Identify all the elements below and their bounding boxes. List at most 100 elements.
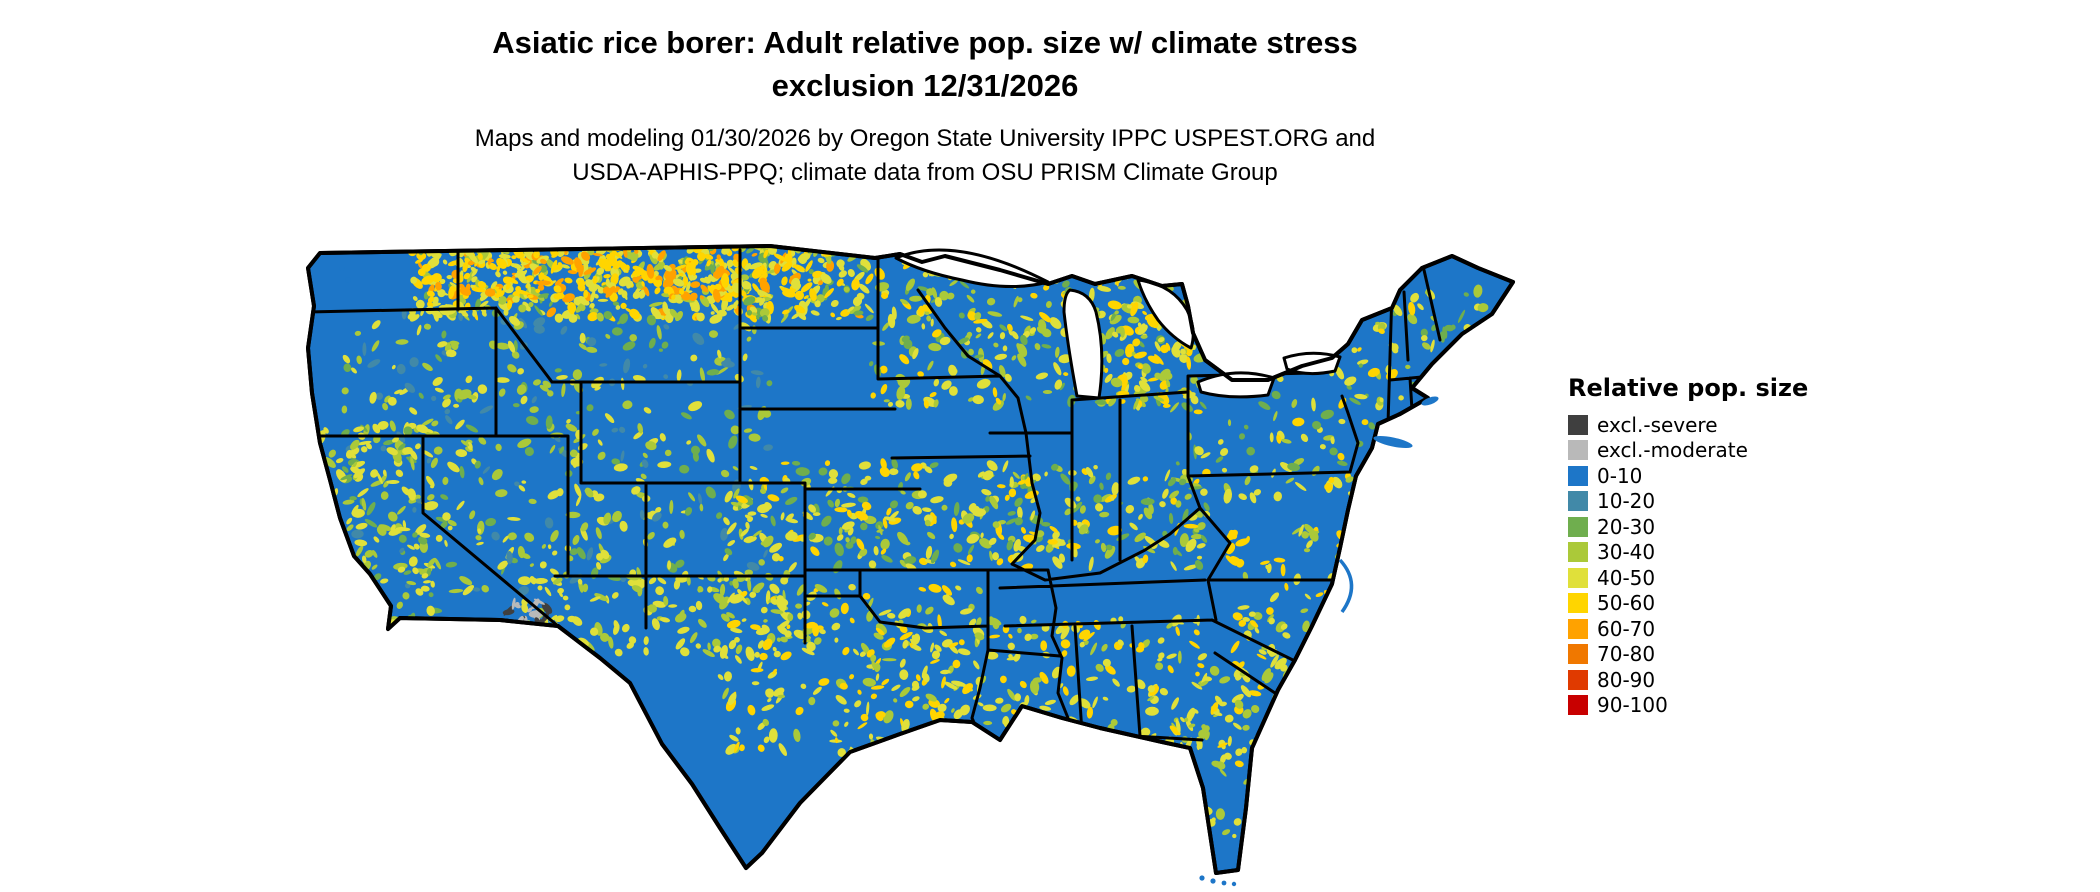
population-cell bbox=[1055, 346, 1060, 358]
population-cell bbox=[868, 361, 874, 367]
population-cell bbox=[477, 384, 488, 394]
population-cell bbox=[1154, 372, 1162, 380]
population-cell bbox=[333, 588, 341, 595]
population-cell bbox=[348, 574, 356, 581]
population-cell bbox=[669, 308, 678, 318]
population-cell bbox=[1496, 366, 1500, 375]
population-cell bbox=[743, 535, 757, 543]
legend-item-label: 10-20 bbox=[1597, 489, 1656, 514]
population-cell bbox=[1330, 436, 1335, 445]
population-cell bbox=[662, 521, 669, 529]
population-cell bbox=[543, 646, 550, 653]
population-cell bbox=[1093, 270, 1104, 277]
population-cell bbox=[635, 275, 643, 281]
population-cell bbox=[521, 280, 530, 284]
population-cell bbox=[678, 272, 684, 277]
population-cell bbox=[1398, 449, 1405, 456]
population-cell bbox=[917, 738, 932, 748]
population-cell bbox=[592, 275, 598, 285]
population-cell bbox=[622, 400, 633, 410]
population-cell bbox=[327, 625, 334, 632]
population-cell bbox=[1365, 483, 1374, 490]
population-cell bbox=[1227, 348, 1231, 356]
population-cell bbox=[1338, 418, 1346, 425]
population-cell bbox=[1464, 410, 1471, 417]
population-cell bbox=[479, 300, 489, 308]
population-cell bbox=[675, 559, 685, 568]
population-cell bbox=[921, 323, 926, 330]
population-cell bbox=[1040, 734, 1049, 743]
population-cell bbox=[1417, 303, 1424, 311]
population-cell bbox=[743, 428, 753, 433]
legend-item-label: excl.-severe bbox=[1597, 412, 1718, 437]
legend-item-label: 70-80 bbox=[1597, 642, 1656, 667]
population-cell bbox=[1129, 752, 1141, 766]
population-cell bbox=[530, 637, 535, 644]
population-cell bbox=[377, 420, 389, 430]
population-cell bbox=[576, 547, 586, 560]
population-cell bbox=[517, 546, 525, 559]
population-cell bbox=[529, 406, 539, 413]
population-cell bbox=[870, 392, 876, 399]
population-cell bbox=[705, 486, 716, 499]
population-cell bbox=[1191, 799, 1201, 814]
population-cell bbox=[1007, 323, 1013, 332]
population-cell bbox=[447, 519, 457, 527]
population-cell bbox=[1430, 339, 1435, 353]
population-cell bbox=[1371, 491, 1380, 499]
population-cell bbox=[1011, 355, 1017, 361]
population-cell bbox=[820, 273, 832, 284]
population-cell bbox=[1220, 448, 1229, 456]
population-cell bbox=[1499, 371, 1509, 378]
population-cell bbox=[346, 524, 354, 531]
population-cell bbox=[314, 510, 323, 515]
population-cell bbox=[427, 557, 436, 567]
population-cell bbox=[564, 649, 571, 657]
population-cell bbox=[1190, 395, 1199, 405]
population-cell bbox=[1377, 567, 1381, 572]
population-cell bbox=[371, 320, 381, 330]
population-cell bbox=[865, 273, 874, 285]
population-cell bbox=[431, 395, 437, 402]
population-cell bbox=[528, 627, 532, 641]
population-cell bbox=[338, 583, 347, 594]
population-cell bbox=[1154, 341, 1161, 352]
population-cell bbox=[612, 510, 622, 523]
population-cell bbox=[1148, 266, 1155, 274]
population-cell bbox=[970, 289, 976, 294]
population-cell bbox=[597, 451, 606, 460]
population-cell bbox=[620, 450, 625, 462]
population-cell bbox=[724, 490, 733, 503]
population-cell bbox=[1120, 326, 1125, 338]
population-cell bbox=[1482, 461, 1488, 466]
population-cell bbox=[680, 412, 692, 420]
population-cell bbox=[727, 266, 739, 277]
population-cell bbox=[445, 349, 457, 358]
population-cell bbox=[530, 645, 538, 654]
population-cell bbox=[659, 433, 666, 442]
population-cell bbox=[382, 402, 389, 411]
population-cell bbox=[577, 279, 586, 288]
population-cell bbox=[1482, 489, 1489, 495]
population-cell bbox=[1286, 699, 1291, 707]
population-cell bbox=[1387, 578, 1395, 587]
population-cell bbox=[529, 651, 535, 661]
population-cell bbox=[369, 391, 377, 404]
population-cell bbox=[495, 342, 510, 350]
population-cell bbox=[1157, 337, 1165, 343]
population-cell bbox=[318, 608, 328, 615]
population-cell bbox=[1157, 760, 1168, 767]
population-cell bbox=[574, 483, 582, 497]
population-cell bbox=[938, 764, 945, 771]
population-cell bbox=[462, 261, 469, 273]
population-cell bbox=[603, 274, 611, 279]
population-cell bbox=[447, 525, 453, 531]
population-cell bbox=[781, 276, 788, 286]
population-cell bbox=[1384, 569, 1391, 584]
population-cell bbox=[1339, 318, 1348, 324]
population-cell bbox=[830, 299, 839, 308]
population-cell bbox=[474, 460, 481, 469]
population-cell bbox=[809, 288, 817, 302]
population-cell bbox=[1383, 680, 1389, 685]
population-cell bbox=[527, 640, 538, 648]
